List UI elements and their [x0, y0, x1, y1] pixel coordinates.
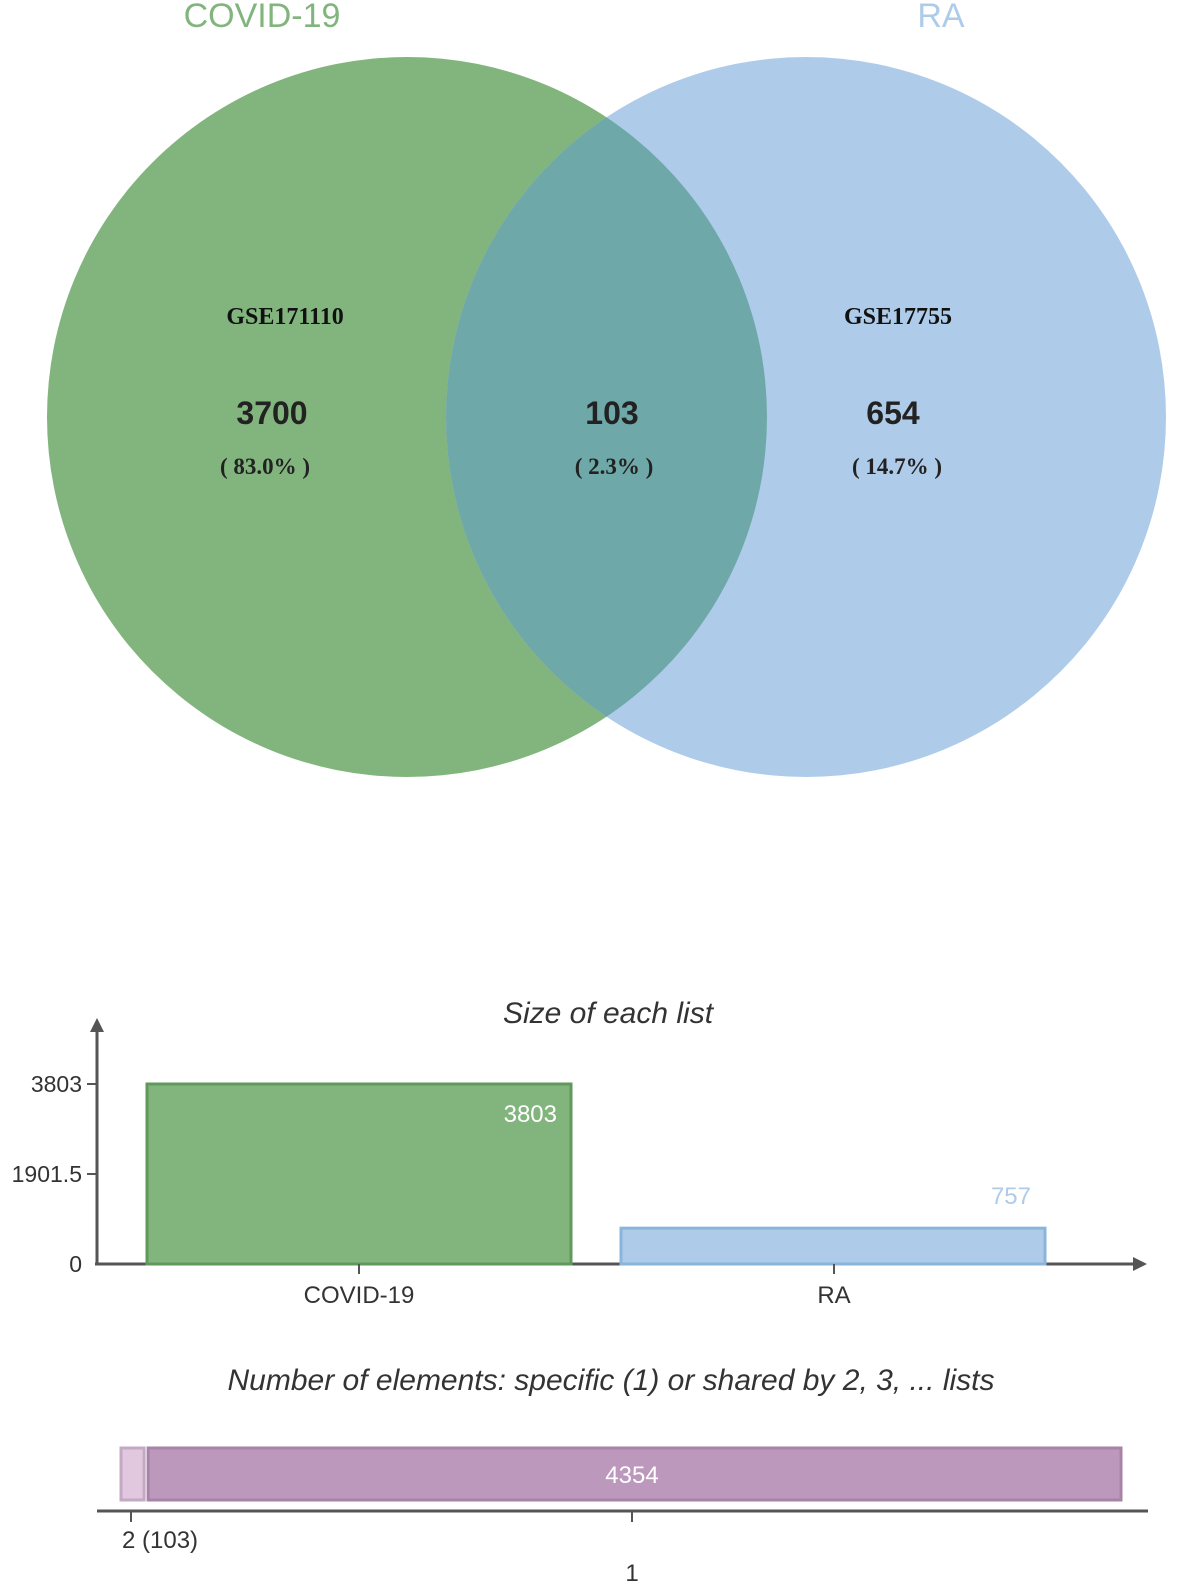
venn-dataset-label-covid: GSE171110 — [226, 304, 343, 330]
y-tick-label-zero: 0 — [69, 1251, 82, 1277]
segment-specific-1 — [146, 1446, 1123, 1502]
venn-percent-ra-only: ( 14.7% ) — [852, 454, 942, 479]
y-tick-label-mid: 1901.5 — [12, 1161, 82, 1187]
x-tick-label-covid-19: COVID-19 — [304, 1282, 415, 1309]
segment-shared-2 — [119, 1446, 146, 1502]
shared-elements-chart: Number of elements: specific (1) or shar… — [97, 1364, 1148, 1587]
venn-set-label-covid: COVID-19 — [184, 0, 341, 35]
venn-percent-covid-only: ( 83.0% ) — [220, 454, 310, 479]
venn-count-ra-only: 654 — [866, 395, 920, 431]
venn-count-covid-only: 3700 — [236, 395, 307, 431]
venn-dataset-label-ra: GSE17755 — [844, 304, 952, 330]
bar-ra — [619, 1226, 1047, 1266]
bar-value-label-covid-19: 3803 — [504, 1101, 557, 1128]
list-size-chart-title: Size of each list — [503, 997, 715, 1030]
venn-overlap — [446, 57, 767, 777]
tick-label-specific-1: 1 — [625, 1560, 638, 1587]
shared-elements-chart-title: Number of elements: specific (1) or shar… — [228, 1364, 995, 1397]
y-tick-label-max: 3803 — [31, 1071, 82, 1097]
venn-set-label-ra: RA — [917, 0, 965, 35]
x-tick-label-ra: RA — [817, 1282, 850, 1309]
venn-percent-overlap: ( 2.3% ) — [575, 454, 654, 479]
venn-count-overlap: 103 — [585, 395, 638, 431]
venn-diagram: COVID-19 RA GSE171110 GSE17755 3700 ( 83… — [47, 0, 1166, 777]
bar-value-label-ra: 757 — [991, 1183, 1031, 1210]
list-size-chart: Size of each list 3803 1901.5 0 3803 757… — [12, 997, 1147, 1309]
tick-label-shared-2: 2 (103) — [122, 1527, 198, 1554]
bar-covid-19 — [145, 1082, 573, 1266]
segment-value-label-specific-1: 4354 — [605, 1462, 658, 1489]
